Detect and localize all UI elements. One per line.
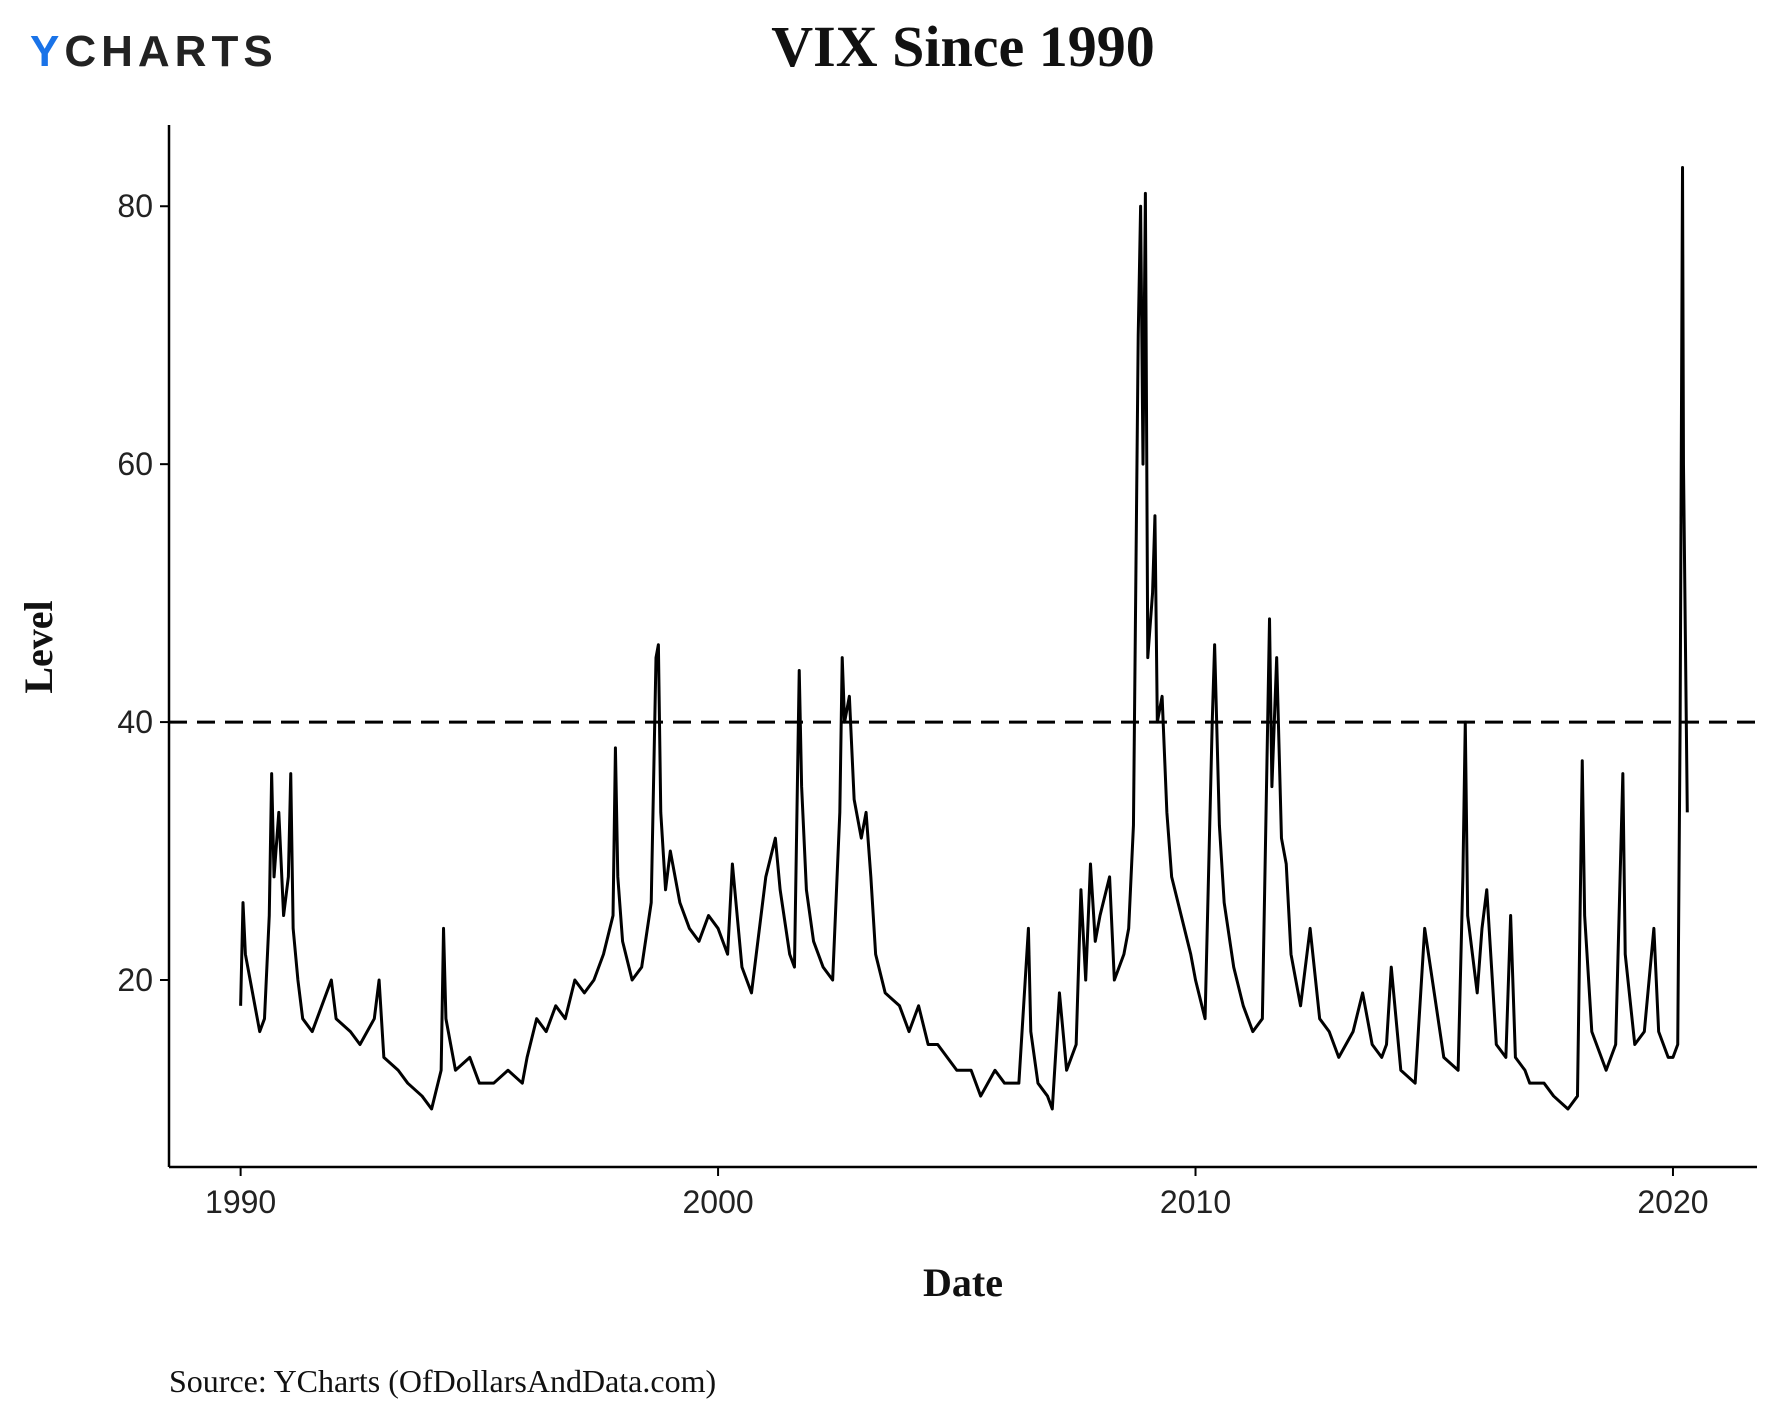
source-note: Source: YCharts (OfDollarsAndData.com): [169, 1363, 716, 1399]
y-tick-label: 40: [117, 704, 153, 740]
x-tick-label: 1990: [205, 1184, 276, 1220]
logo-rest: CHARTS: [64, 27, 277, 76]
y-tick-label: 60: [117, 446, 153, 482]
vix-line: [239, 166, 1689, 1111]
x-tick-label: 2020: [1637, 1184, 1708, 1220]
logo-y: Y: [30, 27, 64, 76]
x-tick-label: 2000: [682, 1184, 753, 1220]
y-tick-label: 20: [117, 962, 153, 998]
x-tick-label: 2010: [1160, 1184, 1231, 1220]
y-axis-label: Level: [16, 600, 61, 693]
y-tick-label: 80: [117, 188, 153, 224]
chart-title: VIX Since 1990: [771, 14, 1154, 79]
x-axis-label: Date: [923, 1260, 1003, 1305]
logo: YCHARTS: [30, 27, 278, 76]
